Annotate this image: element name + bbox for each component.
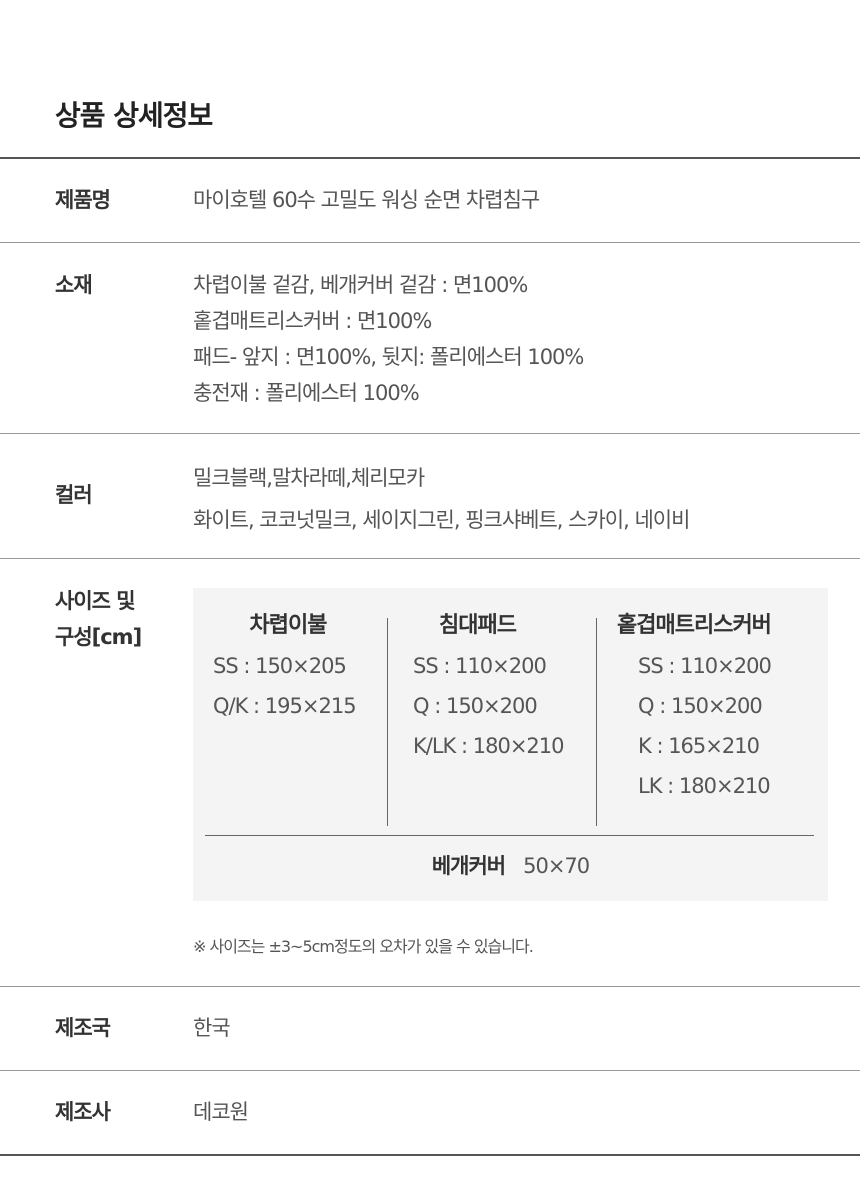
size-item: Q/K : 195×215 bbox=[213, 694, 357, 718]
material-line: 홑겹매트리스커버 : 면100% bbox=[193, 309, 432, 333]
maker-value: 데코원 bbox=[193, 1100, 249, 1124]
size-table: 차렵이불 SS : 150×205 Q/K : 195×215 침대패드 SS … bbox=[193, 588, 828, 901]
material-line: 차렵이불 겉감, 베개커버 겉감 : 면100% bbox=[193, 273, 528, 297]
material-line: 패드- 앞지 : 면100%, 뒷지: 폴리에스터 100% bbox=[193, 345, 584, 369]
size-item: Q : 150×200 bbox=[638, 694, 763, 718]
size-item: SS : 110×200 bbox=[638, 654, 772, 678]
color-value: 밀크블랙,말차라떼,체리모카 화이트, 코코넛밀크, 세이지그린, 핑크샤베트,… bbox=[193, 457, 690, 541]
table-divider bbox=[205, 835, 814, 836]
divider bbox=[0, 433, 860, 434]
maker-label: 제조사 bbox=[55, 1100, 111, 1124]
size-item: LK : 180×210 bbox=[638, 774, 771, 798]
size-label: 사이즈 및 구성[cm] bbox=[55, 583, 142, 655]
material-label: 소재 bbox=[55, 273, 93, 297]
column-divider bbox=[596, 618, 597, 826]
size-item: K : 165×210 bbox=[638, 734, 760, 758]
divider bbox=[0, 558, 860, 559]
divider bbox=[0, 157, 860, 159]
product-name-value: 마이호텔 60수 고밀도 워싱 순면 차렵침구 bbox=[193, 188, 540, 212]
column-divider bbox=[387, 618, 388, 826]
pillow-value: 50×70 bbox=[523, 854, 590, 878]
page-title: 상품 상세정보 bbox=[55, 99, 213, 132]
size-label-line: 구성[cm] bbox=[55, 625, 142, 649]
size-item: SS : 150×205 bbox=[213, 654, 347, 678]
size-item: Q : 150×200 bbox=[413, 694, 538, 718]
size-note: ※ 사이즈는 ±3~5cm정도의 오차가 있을 수 있습니다. bbox=[193, 937, 534, 956]
size-item: SS : 110×200 bbox=[413, 654, 547, 678]
country-label: 제조국 bbox=[55, 1016, 111, 1040]
divider bbox=[0, 1154, 860, 1156]
pillow-label: 베개커버 bbox=[431, 854, 506, 878]
size-label-line: 사이즈 및 bbox=[55, 589, 136, 613]
column-header: 침대패드 bbox=[439, 613, 517, 638]
divider bbox=[0, 242, 860, 243]
material-line: 충전재 : 폴리에스터 100% bbox=[193, 381, 420, 405]
color-line: 화이트, 코코넛밀크, 세이지그린, 핑크샤베트, 스카이, 네이비 bbox=[193, 508, 690, 532]
product-name-label: 제품명 bbox=[55, 188, 111, 212]
divider bbox=[0, 1070, 860, 1071]
size-column-pad: 침대패드 SS : 110×200 Q : 150×200 K/LK : 180… bbox=[413, 606, 583, 766]
column-header: 홑겹매트리스커버 bbox=[617, 613, 772, 638]
divider bbox=[0, 986, 860, 987]
pillow-cover-size: 베개커버 50×70 bbox=[193, 850, 828, 880]
size-column-blanket: 차렵이불 SS : 150×205 Q/K : 195×215 bbox=[213, 606, 363, 726]
country-value: 한국 bbox=[193, 1016, 231, 1040]
size-item: K/LK : 180×210 bbox=[413, 734, 565, 758]
color-line: 밀크블랙,말차라떼,체리모카 bbox=[193, 466, 425, 490]
size-column-mattress-cover: 홑겹매트리스커버 SS : 110×200 Q : 150×200 K : 16… bbox=[617, 606, 807, 806]
column-header: 차렵이불 bbox=[249, 613, 328, 638]
material-value: 차렵이불 겉감, 베개커버 겉감 : 면100% 홑겹매트리스커버 : 면100… bbox=[193, 267, 584, 411]
color-label: 컬러 bbox=[55, 483, 93, 507]
